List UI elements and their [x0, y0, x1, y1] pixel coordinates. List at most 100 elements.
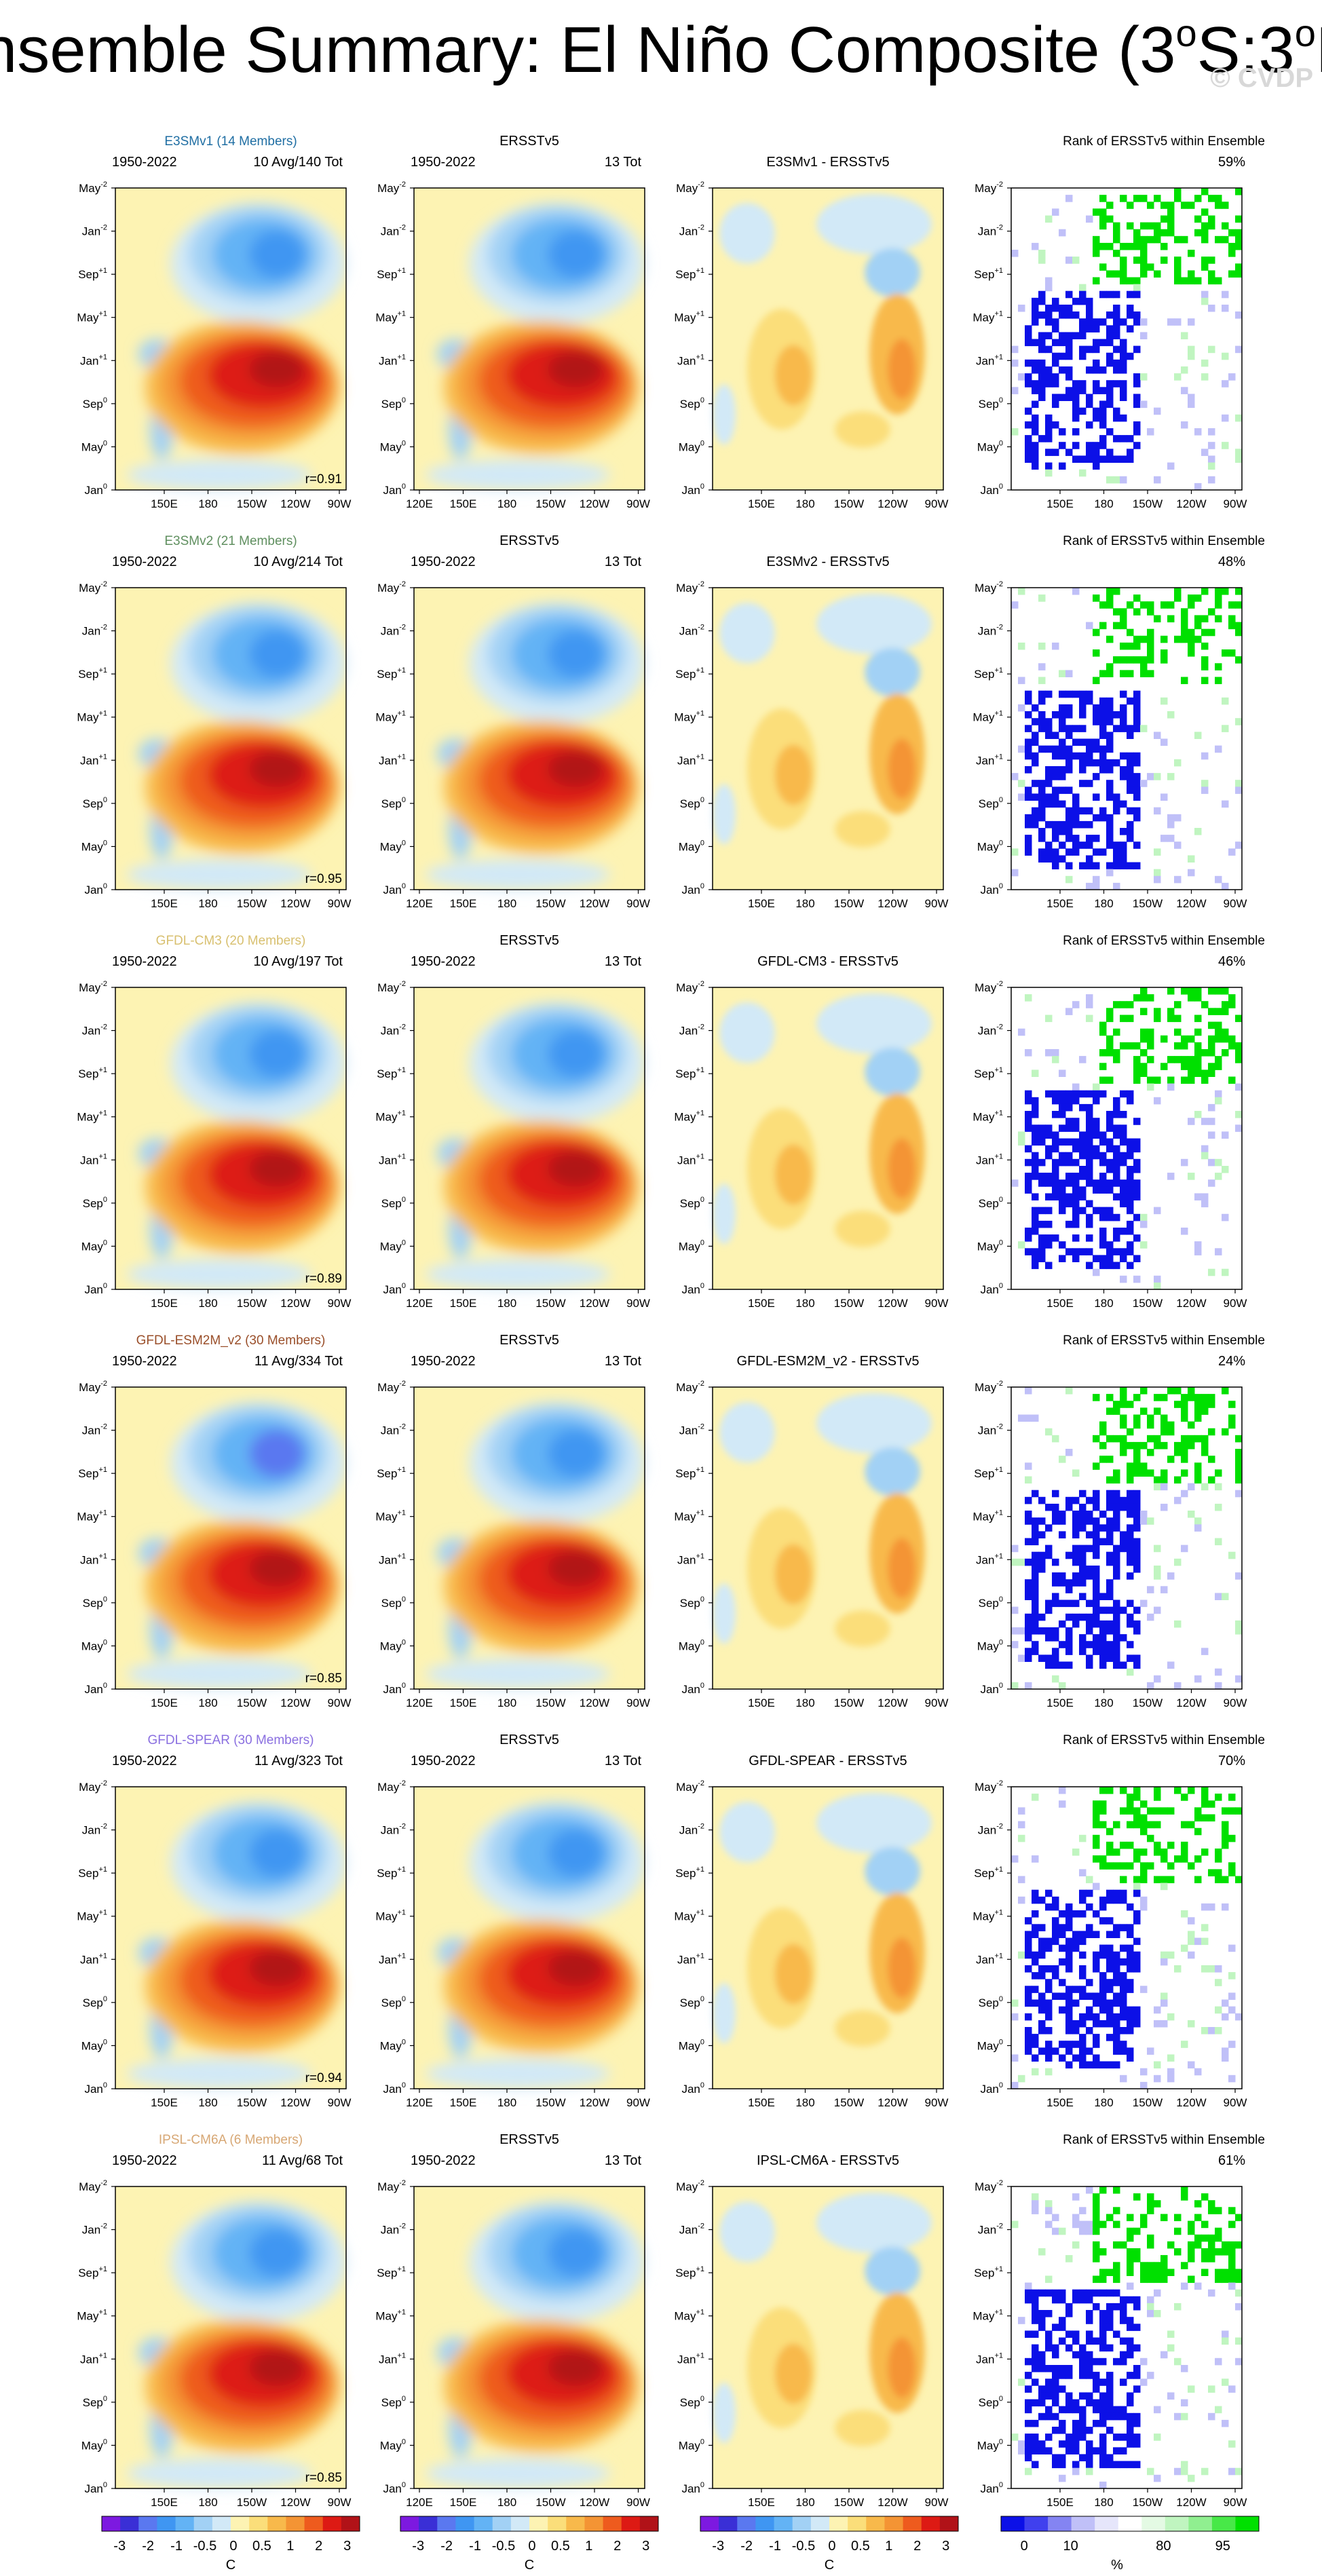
correlation-label: r=0.85: [305, 1671, 342, 1686]
lon-tick-label: 150W: [834, 2496, 864, 2509]
lon-tick-label: 180: [795, 1297, 814, 1310]
time-tick-label: Jan-2: [679, 624, 704, 638]
lon-tick-label: 120W: [1176, 1697, 1206, 1709]
diff-title: E3SMv2 - ERSSTv5: [766, 554, 889, 569]
lon-tick-label: 90W: [1224, 497, 1247, 510]
colorbar-tick: 0: [528, 2539, 535, 2554]
time-tick-label: Sep+1: [675, 1466, 704, 1480]
time-tick-label: May+1: [375, 310, 406, 324]
lon-tick-label: 90W: [626, 497, 650, 510]
lon-tick-label: 180: [198, 897, 217, 910]
panel-grid: E3SMv1 (14 Members) 1950-2022 10 Avg/140 T…: [77, 134, 1265, 2509]
diff-title: IPSL-CM6A - ERSSTv5: [757, 2153, 899, 2168]
time-tick-label: May0: [81, 1238, 107, 1253]
lon-tick-label: 150E: [748, 897, 775, 910]
time-tick-label: May0: [81, 2038, 107, 2052]
time-tick-label: Jan0: [84, 2481, 107, 2495]
time-tick-label: May-2: [975, 1380, 1003, 1394]
lon-tick-label: 120W: [877, 897, 907, 910]
time-tick-label: Jan-2: [381, 2222, 406, 2237]
time-tick-label: Jan-2: [978, 1423, 1003, 1437]
time-tick-label: Jan+1: [80, 2351, 107, 2366]
time-tick-label: Jan-2: [381, 224, 406, 238]
time-tick-label: May-2: [377, 1779, 406, 1794]
model-years: 1950-2022: [112, 155, 177, 170]
time-tick-label: May-2: [79, 181, 107, 195]
time-tick-label: Jan+1: [677, 2351, 704, 2366]
colorbar-tick: -1: [170, 2539, 183, 2554]
time-tick-label: Sep+1: [974, 1066, 1003, 1080]
time-tick-label: Sep0: [680, 796, 704, 810]
watermark: © CVDP: [1210, 63, 1313, 93]
time-tick-label: Sep0: [979, 1595, 1003, 1610]
time-tick-label: Sep0: [979, 2395, 1003, 2409]
time-tick-label: Sep+1: [377, 1865, 406, 1880]
lon-tick-label: 120W: [580, 2096, 609, 2109]
time-tick-label: Jan0: [980, 2081, 1003, 2096]
time-tick-label: May+1: [77, 2309, 107, 2323]
time-tick-label: Sep0: [83, 1995, 107, 2009]
time-tick-label: Jan0: [681, 1282, 704, 1296]
rank-title: Rank of ERSSTv5 within Ensemble: [1063, 134, 1265, 149]
lon-tick-label: 150W: [237, 1697, 267, 1709]
time-tick-label: May0: [380, 1638, 406, 1652]
lon-tick-label: 90W: [1224, 897, 1247, 910]
lon-tick-label: 180: [198, 2096, 217, 2109]
lon-tick-label: 90W: [1224, 1297, 1247, 1310]
time-tick-label: Jan+1: [379, 2351, 406, 2366]
time-tick-label: Sep+1: [675, 1865, 704, 1880]
time-tick-label: Jan0: [980, 1282, 1003, 1296]
time-tick-label: Sep0: [381, 396, 406, 411]
time-tick-label: Jan+1: [677, 1152, 704, 1167]
lon-tick-label: 120W: [580, 497, 609, 510]
lon-tick-label: 90W: [626, 1297, 650, 1310]
lon-tick-label: 150E: [450, 497, 477, 510]
obs-title: ERSSTv5: [499, 933, 559, 948]
time-tick-label: May0: [977, 2038, 1003, 2052]
colorbar-tick: 0.5: [252, 2539, 271, 2554]
time-tick-label: May+1: [972, 310, 1003, 324]
model-years: 1950-2022: [112, 954, 177, 969]
time-tick-label: Sep+1: [78, 267, 107, 281]
time-tick-label: Jan+1: [379, 1552, 406, 1566]
time-tick-label: Jan0: [383, 882, 406, 896]
time-tick-label: Jan+1: [677, 1552, 704, 1566]
correlation-label: r=0.89: [305, 1272, 342, 1286]
lon-tick-label: 120E: [406, 897, 433, 910]
lon-tick-label: 150E: [450, 2496, 477, 2509]
lon-tick-label: 150W: [834, 1697, 864, 1709]
colorbar-tick: 2: [315, 2539, 322, 2554]
lon-tick-label: 150E: [748, 497, 775, 510]
time-tick-label: Jan+1: [976, 1152, 1003, 1167]
lon-tick-label: 150W: [237, 497, 267, 510]
lon-tick-label: 120W: [1176, 1297, 1206, 1310]
lon-tick-label: 180: [1094, 2496, 1113, 2509]
time-tick-label: Sep+1: [974, 1466, 1003, 1480]
time-tick-label: May0: [81, 2438, 107, 2452]
time-tick-label: May-2: [676, 580, 704, 594]
colorbar-tick: 0.5: [551, 2539, 570, 2554]
time-tick-label: Jan+1: [677, 1952, 704, 1966]
time-tick-label: May0: [81, 439, 107, 453]
lon-tick-label: 180: [1094, 497, 1113, 510]
time-tick-label: Jan-2: [679, 1423, 704, 1437]
time-tick-label: May0: [679, 1638, 704, 1652]
lon-tick-label: 90W: [626, 1697, 650, 1709]
colorbar-unit: C: [226, 2558, 235, 2573]
lon-tick-label: 150E: [748, 1697, 775, 1709]
lon-tick-label: 120W: [280, 2496, 310, 2509]
lon-tick-label: 90W: [626, 897, 650, 910]
sst-colorbar-1: -3 -2 -1 -0.5 0 0.5 1 2 3 C: [400, 2516, 659, 2573]
lon-tick-label: 150W: [535, 2096, 565, 2109]
rank-pct: 61%: [1218, 2153, 1245, 2168]
time-tick-label: Jan-2: [978, 2222, 1003, 2237]
time-tick-label: May-2: [676, 181, 704, 195]
lon-tick-label: 120W: [877, 1697, 907, 1709]
obs-tot: 13 Tot: [605, 2153, 642, 2168]
time-tick-label: May+1: [77, 710, 107, 724]
time-tick-label: Sep+1: [78, 1066, 107, 1080]
lon-tick-label: 150E: [151, 2496, 178, 2509]
model-name: GFDL-ESM2M_v2 (30 Members): [136, 1333, 326, 1348]
lon-tick-label: 180: [795, 2096, 814, 2109]
lon-tick-label: 90W: [328, 2096, 352, 2109]
